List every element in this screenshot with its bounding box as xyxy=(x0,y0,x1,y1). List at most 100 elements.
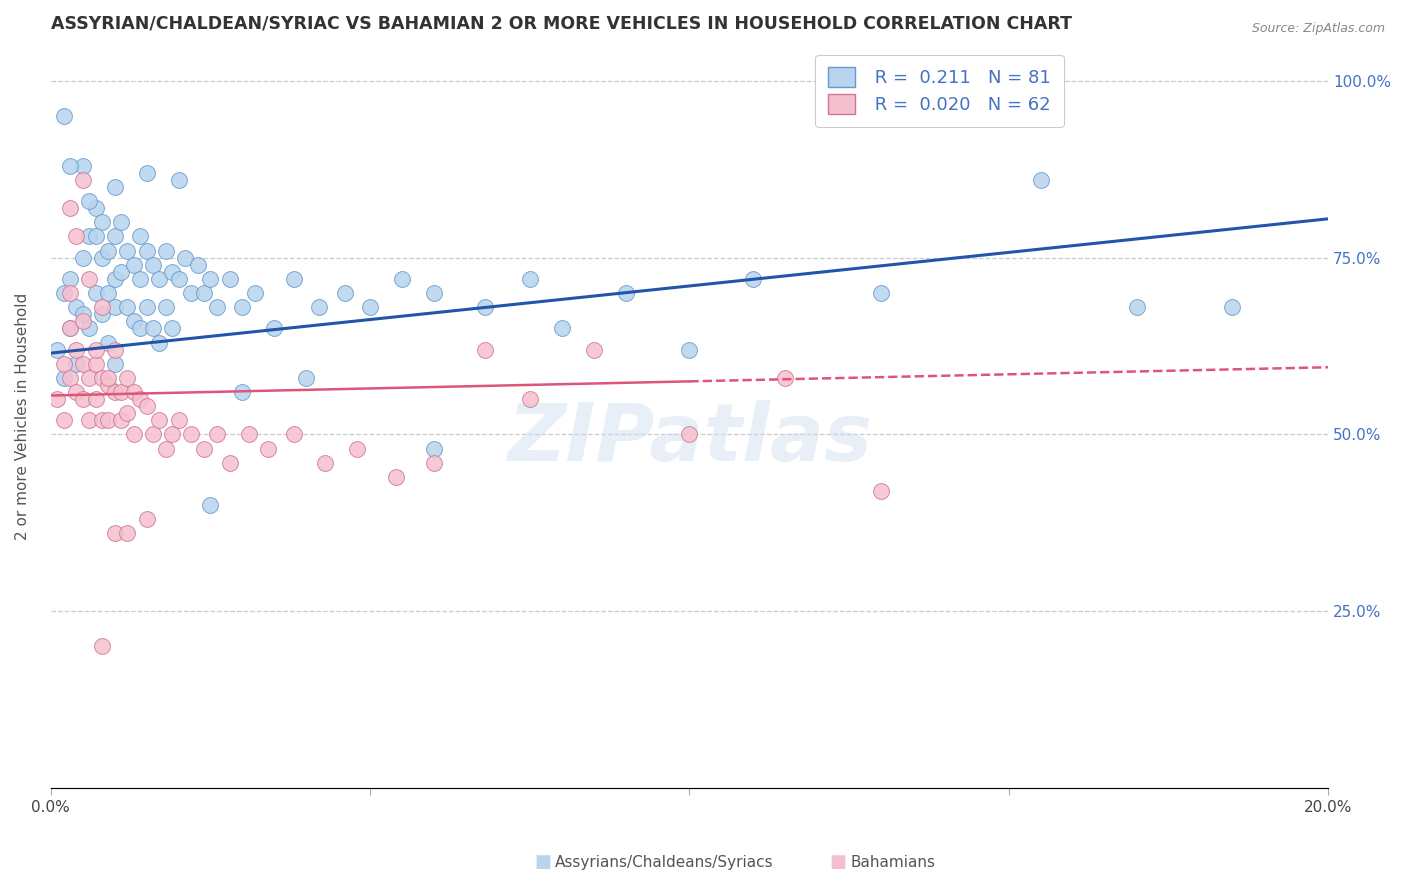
Point xyxy=(90,640,112,654)
Point xyxy=(155,244,177,258)
Point xyxy=(84,201,107,215)
Point xyxy=(193,286,215,301)
Point xyxy=(870,483,893,498)
Point xyxy=(59,159,82,173)
Point xyxy=(160,321,183,335)
Point xyxy=(72,357,94,371)
Point xyxy=(231,384,253,399)
Point xyxy=(135,244,157,258)
Point xyxy=(117,244,139,258)
Point xyxy=(122,314,145,328)
Point xyxy=(104,357,127,371)
Point xyxy=(359,300,381,314)
Point xyxy=(59,201,82,215)
Point xyxy=(551,321,574,335)
Point xyxy=(423,442,446,456)
Point xyxy=(167,413,190,427)
Point xyxy=(218,456,240,470)
Point xyxy=(135,399,157,413)
Point xyxy=(46,392,69,406)
Point xyxy=(187,258,209,272)
Point xyxy=(148,335,170,350)
Point xyxy=(135,512,157,526)
Point xyxy=(263,321,285,335)
Point xyxy=(117,526,139,541)
Point xyxy=(167,272,190,286)
Point xyxy=(52,357,75,371)
Point xyxy=(775,371,797,385)
Point xyxy=(65,384,87,399)
Point xyxy=(129,321,152,335)
Point xyxy=(97,371,120,385)
Point xyxy=(110,215,132,229)
Point xyxy=(84,286,107,301)
Point xyxy=(72,251,94,265)
Text: ■: ■ xyxy=(830,853,846,871)
Text: Source: ZipAtlas.com: Source: ZipAtlas.com xyxy=(1251,22,1385,36)
Point xyxy=(72,392,94,406)
Point xyxy=(46,343,69,357)
Point xyxy=(200,272,222,286)
Point xyxy=(205,300,228,314)
Point xyxy=(238,427,260,442)
Point xyxy=(519,272,541,286)
Point xyxy=(423,456,446,470)
Point xyxy=(77,371,100,385)
Point xyxy=(90,307,112,321)
Point xyxy=(90,300,112,314)
Point xyxy=(65,229,87,244)
Point xyxy=(84,357,107,371)
Point xyxy=(84,229,107,244)
Point xyxy=(283,427,305,442)
Point xyxy=(135,166,157,180)
Point xyxy=(97,413,120,427)
Point xyxy=(474,343,496,357)
Point xyxy=(90,371,112,385)
Point xyxy=(104,384,127,399)
Point xyxy=(245,286,267,301)
Point xyxy=(117,300,139,314)
Point xyxy=(65,357,87,371)
Point xyxy=(129,272,152,286)
Point xyxy=(104,180,127,194)
Point xyxy=(1125,300,1147,314)
Point xyxy=(97,378,120,392)
Point xyxy=(72,307,94,321)
Point xyxy=(308,300,330,314)
Text: Bahamians: Bahamians xyxy=(851,855,935,870)
Point xyxy=(122,384,145,399)
Point xyxy=(117,371,139,385)
Point xyxy=(519,392,541,406)
Point xyxy=(52,286,75,301)
Point xyxy=(870,286,893,301)
Point xyxy=(160,265,183,279)
Point xyxy=(77,321,100,335)
Point xyxy=(72,173,94,187)
Point xyxy=(65,343,87,357)
Point xyxy=(72,159,94,173)
Text: Assyrians/Chaldeans/Syriacs: Assyrians/Chaldeans/Syriacs xyxy=(555,855,773,870)
Point xyxy=(231,300,253,314)
Point xyxy=(174,251,197,265)
Point xyxy=(295,371,318,385)
Point xyxy=(129,229,152,244)
Point xyxy=(155,442,177,456)
Point xyxy=(180,427,202,442)
Point xyxy=(59,286,82,301)
Point xyxy=(1220,300,1243,314)
Text: ASSYRIAN/CHALDEAN/SYRIAC VS BAHAMIAN 2 OR MORE VEHICLES IN HOUSEHOLD CORRELATION: ASSYRIAN/CHALDEAN/SYRIAC VS BAHAMIAN 2 O… xyxy=(51,15,1071,33)
Point xyxy=(104,526,127,541)
Point xyxy=(90,215,112,229)
Point xyxy=(129,392,152,406)
Point xyxy=(678,427,700,442)
Point xyxy=(59,321,82,335)
Point xyxy=(97,286,120,301)
Point xyxy=(77,229,100,244)
Point xyxy=(283,272,305,286)
Point xyxy=(142,258,165,272)
Point xyxy=(90,251,112,265)
Point xyxy=(84,343,107,357)
Text: ZIPatlas: ZIPatlas xyxy=(508,400,872,478)
Point xyxy=(314,456,336,470)
Point xyxy=(52,413,75,427)
